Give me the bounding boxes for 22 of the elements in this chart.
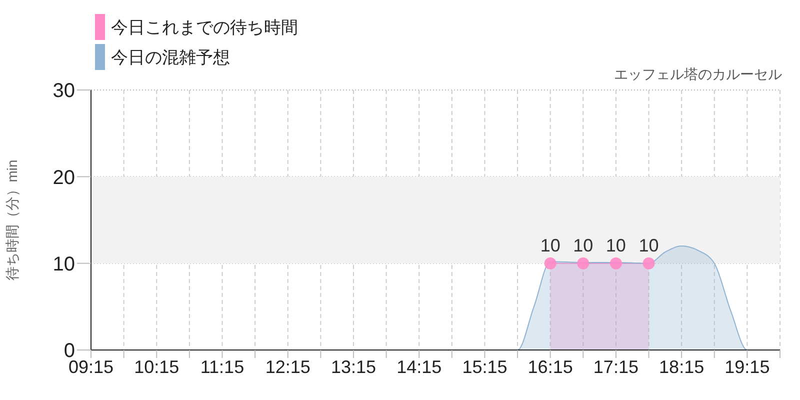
x-tick-label: 09:15 (68, 356, 114, 377)
data-label: 10 (638, 235, 659, 256)
x-tick-label: 18:15 (659, 356, 704, 377)
x-tick-label: 10:15 (134, 356, 180, 377)
x-tick-label: 11:15 (200, 356, 244, 377)
legend-label: 今日の混雑予想 (111, 46, 230, 68)
data-label: 10 (540, 235, 560, 256)
y-tick-label: 10 (52, 253, 75, 276)
y-axis-title: 待ち時間（分）min (4, 160, 20, 280)
x-tick-label: 13:15 (330, 356, 376, 377)
x-tick-label: 12:15 (265, 356, 310, 377)
legend-label: 今日これまでの待ち時間 (111, 16, 298, 38)
data-label: 10 (573, 235, 594, 256)
x-tick-label: 16:15 (528, 356, 573, 377)
data-label: 10 (606, 235, 626, 256)
x-tick-label: 15:15 (462, 356, 508, 377)
chart-title: エッフェル塔のカルーセル (614, 66, 782, 84)
y-tick-label: 30 (52, 80, 75, 102)
x-tick-label: 14:15 (396, 356, 442, 377)
x-tick-label: 17:15 (593, 356, 638, 377)
x-tick-label: 19:15 (724, 356, 770, 377)
y-tick-label: 20 (52, 166, 75, 189)
